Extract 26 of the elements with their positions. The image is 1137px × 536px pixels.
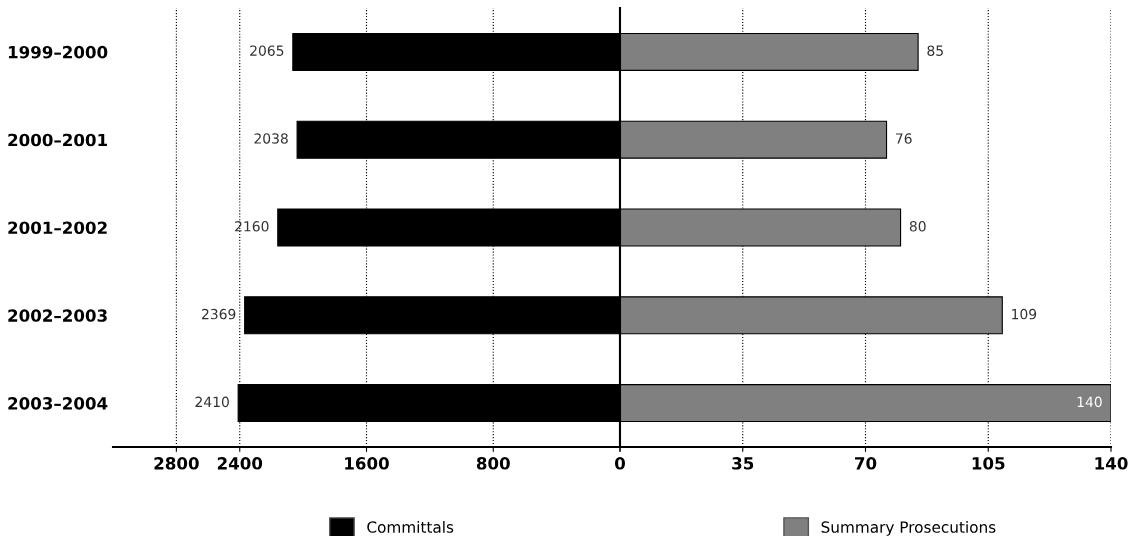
- data-label: 109: [1012, 308, 1037, 320]
- y-tick-label: 2003–2004: [8, 397, 108, 410]
- data-label: 76: [896, 133, 912, 144]
- data-label: 80: [909, 221, 926, 232]
- y-tick-label: 2002–2003: [8, 309, 107, 322]
- data-label: 2369: [202, 308, 236, 320]
- data-label: 2410: [195, 396, 229, 408]
- data-label: 85: [927, 45, 943, 56]
- x-tick-label: 140: [1095, 457, 1128, 470]
- x-tick-label: 0: [615, 457, 625, 470]
- data-label: 140: [1077, 396, 1102, 408]
- x-tick-label: 2800: [154, 457, 199, 470]
- y-tick-label: 2001–2002: [8, 221, 107, 235]
- x-tick-label: 105: [972, 457, 1005, 470]
- x-tick-label: 2400: [217, 457, 263, 470]
- y-tick-label: 2000–2001: [8, 133, 107, 147]
- x-tick-label: 1600: [345, 457, 389, 470]
- y-tick-label: 1999–2000: [8, 45, 108, 59]
- legend-label: Summary Prosecutions: [821, 521, 996, 536]
- data-label: 2160: [235, 221, 269, 232]
- x-tick-label: 800: [476, 457, 510, 470]
- data-label: 2065: [250, 45, 284, 56]
- x-tick-label: 70: [855, 457, 877, 470]
- x-tick-label: 35: [732, 457, 754, 470]
- legend-label: Committals: [367, 521, 454, 533]
- data-label: 2038: [254, 133, 288, 144]
